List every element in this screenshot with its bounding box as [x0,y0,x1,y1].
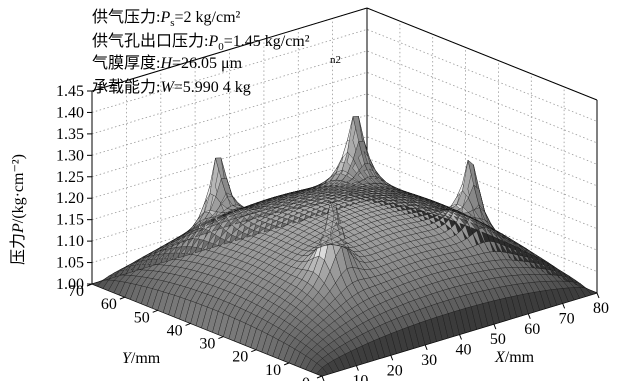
z-gridline [91,179,598,272]
z-gridline [91,71,598,165]
y-tick-label: 50 [134,309,150,326]
x-tick-label: 10 [352,373,368,381]
y-tick-label: 60 [101,296,117,313]
x-tick-mark [355,365,359,371]
x-tick-mark [390,355,394,361]
annotation-block: 供气压力:Ps=2 kg/cm² 供气孔出口压力:P0=1.45 kg/cm² … [92,8,341,96]
z-gridline [91,50,598,144]
z-tick-label: 1.20 [56,190,84,207]
z-gridline [91,93,598,187]
z-tick-label: 1.25 [56,169,84,186]
frame-edge [91,7,368,92]
z-tick-label: 1.00 [56,276,84,293]
x-tick-label: 60 [524,321,540,338]
x-tick-mark [321,375,325,381]
x-tick-label: 70 [559,310,575,327]
y-tick-mark [152,309,158,313]
y-tick-label: 40 [167,322,183,339]
z-gridline [91,28,598,122]
axis-ticks: 1.45 1.40 1.35 1.30 1.25 1.20 1.15 1.10 1.05 1.00… [56,83,609,381]
z-gridline [91,157,598,251]
y-tick-mark [316,375,323,379]
y-tick-label: 30 [199,336,215,353]
z-tick-label: 1.45 [56,83,84,100]
annotation-load-capacity: 承载能力:W=5.990 4 kg [92,78,251,96]
z-tick-label: 1.10 [56,233,84,250]
x-tick-label: 30 [421,352,437,369]
y-tick-label: 70 [68,283,84,300]
x-tick-mark [527,313,531,319]
y-tick-label: 20 [232,349,248,366]
z-gridline [91,136,598,230]
y-tick-mark [283,362,290,366]
z-tick-label: 1.40 [56,104,84,121]
surface-cell [585,287,598,295]
x-tick-mark [562,303,566,309]
z-tick-label: 1.30 [56,147,84,164]
x-gridline [194,59,426,346]
stray-text: n2 [330,54,341,66]
annotation-film-thickness: 气膜厚度:H=26.05 μm [92,54,243,72]
y-axis-title: Y/mm [122,350,161,367]
x-axis-title: X/mm [494,349,535,366]
x-gridline [332,18,563,304]
y-tick-mark [119,296,126,300]
y-tick-label: 0 [302,375,310,381]
z-tick-label: 1.35 [56,126,84,143]
z-gridline [91,114,598,208]
z-tick-label: 1.15 [56,212,84,229]
pressure-surface [91,116,598,377]
z-axis-title: 压力P/(kg·cm⁻²) [9,154,27,265]
x-tick-mark [596,292,600,299]
x-gridline [297,28,529,315]
y-tick-mark [218,336,224,340]
annotation-outlet-pressure: 供气孔出口压力:P0=1.45 kg/cm² [92,32,310,53]
y-tick-mark [86,283,93,287]
x-tick-mark [459,334,462,340]
y-tick-mark [185,322,191,326]
x-gridline [126,80,357,366]
x-tick-mark [424,344,428,351]
x-tick-label: 50 [490,331,506,348]
x-tick-label: 80 [593,300,609,317]
z-tick-label: 1.05 [56,255,84,272]
annotation-supply-pressure: 供气压力:Ps=2 kg/cm² [92,8,241,29]
x-tick-label: 20 [387,362,403,379]
x-gridline [263,39,495,325]
y-tick-label: 10 [265,362,281,379]
y-tick-mark [251,349,257,353]
x-tick-mark [493,323,497,330]
x-gridline [160,70,391,356]
x-gridline [229,49,460,335]
frame-edge [366,7,598,101]
x-tick-label: 40 [456,342,472,359]
